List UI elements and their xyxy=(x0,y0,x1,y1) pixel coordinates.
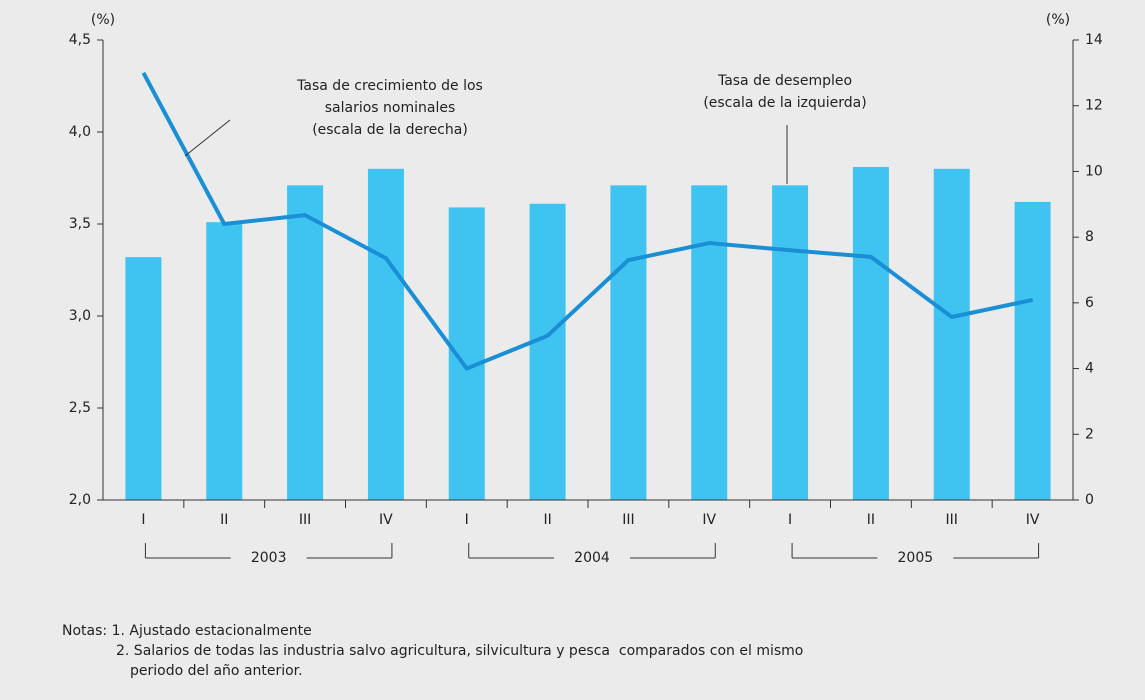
x-tick-label: II xyxy=(867,512,875,528)
y-tick-label: 3,0 xyxy=(69,308,91,324)
x-tick-label: I xyxy=(465,512,469,528)
y-tick-label: 2,5 xyxy=(69,400,91,416)
x-tick-label: III xyxy=(299,512,311,528)
y2-axis-unit: (%) xyxy=(1046,12,1070,28)
line xyxy=(141,71,1033,371)
bar xyxy=(1014,201,1051,501)
x-tick-label: III xyxy=(946,512,958,528)
x-tick-label: II xyxy=(220,512,228,528)
y-tick-label: 3,5 xyxy=(69,216,91,232)
bar xyxy=(610,185,647,501)
bar xyxy=(852,166,889,500)
y2-tick-label: 12 xyxy=(1085,98,1103,114)
y2-tick-label: 8 xyxy=(1085,229,1094,245)
y-tick-label: 4,0 xyxy=(69,124,91,140)
bar xyxy=(772,185,809,501)
x-tick-label: IV xyxy=(379,512,393,528)
y2-tick-label: 2 xyxy=(1085,426,1094,442)
bar xyxy=(206,222,243,500)
bar xyxy=(691,185,728,501)
group-label: 2005 xyxy=(898,550,934,566)
annotation: Tasa de crecimiento de los xyxy=(296,78,483,94)
x-tick-label: IV xyxy=(702,512,716,528)
y-tick-label: 4,5 xyxy=(69,32,91,48)
y-tick-label: 2,0 xyxy=(69,492,91,508)
y-axis-unit: (%) xyxy=(91,12,115,28)
note: 2. Salarios de todas las industria salvo… xyxy=(116,643,803,659)
y2-tick-label: 14 xyxy=(1085,32,1103,48)
y2-tick-label: 6 xyxy=(1085,295,1094,311)
x-tick-label: IV xyxy=(1026,512,1040,528)
y2-tick-label: 10 xyxy=(1085,163,1103,179)
x-tick-label: I xyxy=(788,512,792,528)
annotation: (escala de la izquierda) xyxy=(703,95,866,111)
y2-tick-label: 0 xyxy=(1085,492,1094,508)
annotation: (escala de la derecha) xyxy=(312,122,468,138)
bar xyxy=(287,185,324,501)
group-label: 2003 xyxy=(251,550,287,566)
annotation-leader xyxy=(184,119,231,157)
note: periodo del año anterior. xyxy=(130,663,303,679)
y2-tick-label: 4 xyxy=(1085,361,1094,377)
annotation: Tasa de desempleo xyxy=(717,73,852,89)
group-label: 2004 xyxy=(574,550,610,566)
bar xyxy=(367,168,404,501)
bar xyxy=(933,168,970,501)
x-tick-label: I xyxy=(141,512,145,528)
note: Notas: 1. Ajustado estacionalmente xyxy=(62,623,312,639)
bar xyxy=(125,257,162,500)
x-tick-label: III xyxy=(622,512,634,528)
annotation: salarios nominales xyxy=(325,100,456,116)
x-tick-label: II xyxy=(543,512,551,528)
bar xyxy=(529,203,566,500)
